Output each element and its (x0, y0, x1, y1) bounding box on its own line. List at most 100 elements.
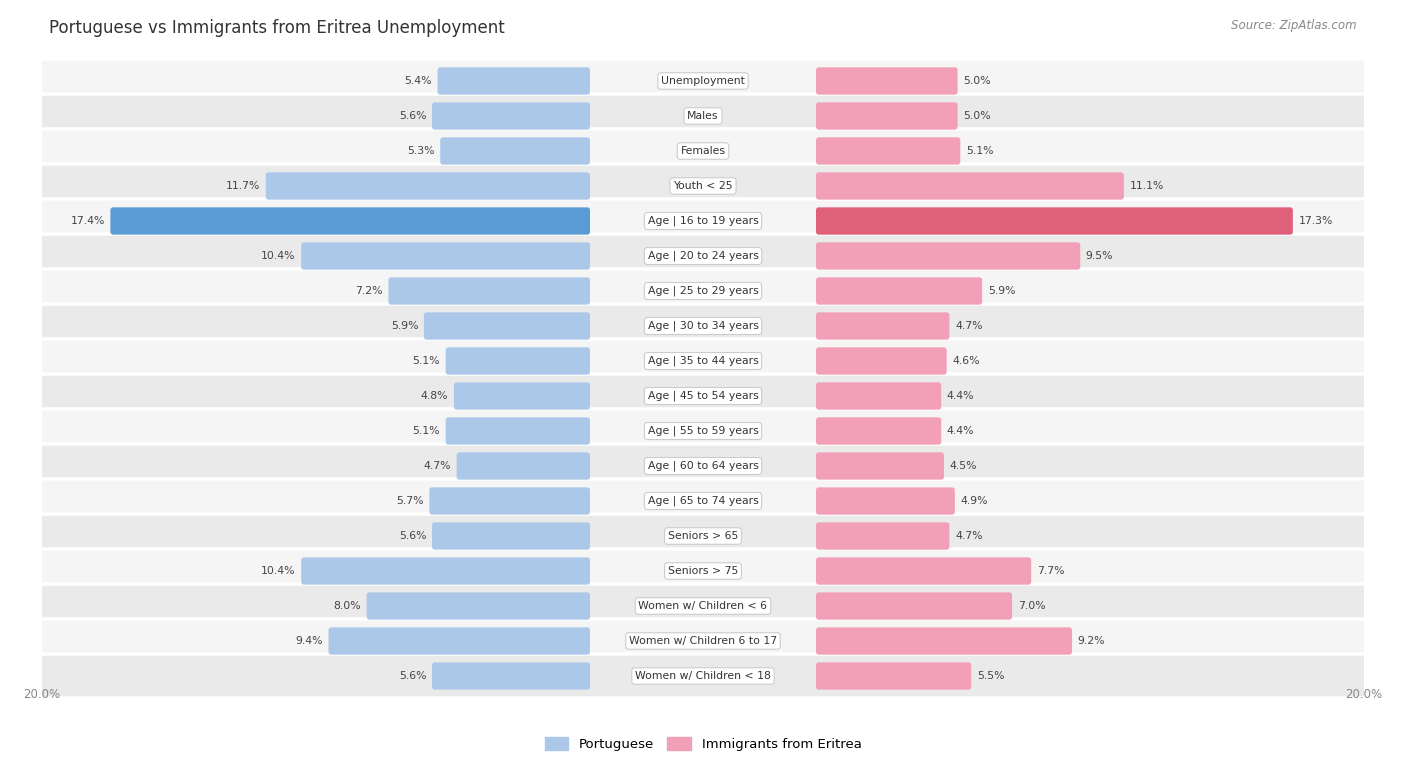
Text: 5.5%: 5.5% (977, 671, 1004, 681)
FancyBboxPatch shape (39, 619, 1367, 663)
Text: 9.4%: 9.4% (295, 636, 323, 646)
Text: 5.7%: 5.7% (396, 496, 423, 506)
Legend: Portuguese, Immigrants from Eritrea: Portuguese, Immigrants from Eritrea (540, 731, 866, 756)
Text: Portuguese vs Immigrants from Eritrea Unemployment: Portuguese vs Immigrants from Eritrea Un… (49, 19, 505, 37)
FancyBboxPatch shape (39, 164, 1367, 208)
Text: Women w/ Children < 6: Women w/ Children < 6 (638, 601, 768, 611)
Text: Females: Females (681, 146, 725, 156)
FancyBboxPatch shape (39, 514, 1367, 558)
FancyBboxPatch shape (815, 417, 941, 444)
FancyBboxPatch shape (39, 199, 1367, 243)
Text: 7.2%: 7.2% (356, 286, 382, 296)
FancyBboxPatch shape (111, 207, 591, 235)
FancyBboxPatch shape (815, 313, 949, 340)
FancyBboxPatch shape (39, 374, 1367, 418)
Text: Unemployment: Unemployment (661, 76, 745, 86)
Text: 5.4%: 5.4% (405, 76, 432, 86)
Text: 10.4%: 10.4% (262, 566, 295, 576)
Text: Youth < 25: Youth < 25 (673, 181, 733, 191)
FancyBboxPatch shape (39, 654, 1367, 698)
Text: Age | 55 to 59 years: Age | 55 to 59 years (648, 425, 758, 436)
Text: 7.7%: 7.7% (1036, 566, 1064, 576)
FancyBboxPatch shape (39, 129, 1367, 173)
FancyBboxPatch shape (39, 304, 1367, 348)
Text: 5.9%: 5.9% (988, 286, 1015, 296)
Text: 4.7%: 4.7% (955, 531, 983, 541)
Text: 4.7%: 4.7% (423, 461, 451, 471)
Text: Age | 35 to 44 years: Age | 35 to 44 years (648, 356, 758, 366)
Text: 8.0%: 8.0% (333, 601, 361, 611)
FancyBboxPatch shape (815, 173, 1123, 200)
Text: 4.5%: 4.5% (949, 461, 977, 471)
Text: Age | 60 to 64 years: Age | 60 to 64 years (648, 461, 758, 472)
Text: Age | 65 to 74 years: Age | 65 to 74 years (648, 496, 758, 506)
FancyBboxPatch shape (815, 67, 957, 95)
FancyBboxPatch shape (815, 593, 1012, 620)
Text: 9.2%: 9.2% (1077, 636, 1105, 646)
FancyBboxPatch shape (39, 549, 1367, 593)
FancyBboxPatch shape (301, 557, 591, 584)
FancyBboxPatch shape (301, 242, 591, 269)
Text: Males: Males (688, 111, 718, 121)
FancyBboxPatch shape (429, 488, 591, 515)
FancyBboxPatch shape (815, 628, 1071, 655)
FancyBboxPatch shape (388, 277, 591, 304)
FancyBboxPatch shape (39, 479, 1367, 523)
Text: 17.3%: 17.3% (1299, 216, 1333, 226)
FancyBboxPatch shape (39, 94, 1367, 138)
Text: 4.6%: 4.6% (952, 356, 980, 366)
FancyBboxPatch shape (815, 242, 1080, 269)
Text: 5.1%: 5.1% (412, 426, 440, 436)
FancyBboxPatch shape (815, 277, 983, 304)
FancyBboxPatch shape (432, 522, 591, 550)
FancyBboxPatch shape (367, 593, 591, 620)
FancyBboxPatch shape (815, 137, 960, 164)
FancyBboxPatch shape (432, 102, 591, 129)
Text: 5.6%: 5.6% (399, 531, 426, 541)
FancyBboxPatch shape (815, 347, 946, 375)
Text: Age | 25 to 29 years: Age | 25 to 29 years (648, 285, 758, 296)
FancyBboxPatch shape (39, 234, 1367, 278)
Text: 20.0%: 20.0% (1346, 688, 1382, 701)
FancyBboxPatch shape (815, 522, 949, 550)
Text: Seniors > 65: Seniors > 65 (668, 531, 738, 541)
Text: 11.1%: 11.1% (1129, 181, 1164, 191)
Text: 5.6%: 5.6% (399, 671, 426, 681)
Text: 5.0%: 5.0% (963, 111, 991, 121)
FancyBboxPatch shape (39, 59, 1367, 103)
Text: 7.0%: 7.0% (1018, 601, 1045, 611)
Text: Source: ZipAtlas.com: Source: ZipAtlas.com (1232, 19, 1357, 32)
FancyBboxPatch shape (815, 453, 943, 480)
FancyBboxPatch shape (446, 417, 591, 444)
Text: 11.7%: 11.7% (226, 181, 260, 191)
Text: 20.0%: 20.0% (24, 688, 60, 701)
FancyBboxPatch shape (39, 269, 1367, 313)
Text: Women w/ Children 6 to 17: Women w/ Children 6 to 17 (628, 636, 778, 646)
FancyBboxPatch shape (39, 584, 1367, 628)
FancyBboxPatch shape (432, 662, 591, 690)
FancyBboxPatch shape (815, 488, 955, 515)
FancyBboxPatch shape (329, 628, 591, 655)
FancyBboxPatch shape (815, 662, 972, 690)
Text: Age | 45 to 54 years: Age | 45 to 54 years (648, 391, 758, 401)
Text: 4.9%: 4.9% (960, 496, 988, 506)
Text: 17.4%: 17.4% (70, 216, 105, 226)
FancyBboxPatch shape (437, 67, 591, 95)
FancyBboxPatch shape (446, 347, 591, 375)
Text: 5.0%: 5.0% (963, 76, 991, 86)
Text: Seniors > 75: Seniors > 75 (668, 566, 738, 576)
Text: Age | 30 to 34 years: Age | 30 to 34 years (648, 321, 758, 332)
Text: 5.1%: 5.1% (412, 356, 440, 366)
Text: 5.6%: 5.6% (399, 111, 426, 121)
FancyBboxPatch shape (39, 444, 1367, 488)
FancyBboxPatch shape (815, 207, 1294, 235)
Text: 4.8%: 4.8% (420, 391, 449, 401)
FancyBboxPatch shape (815, 102, 957, 129)
Text: 9.5%: 9.5% (1085, 251, 1114, 261)
Text: Women w/ Children < 18: Women w/ Children < 18 (636, 671, 770, 681)
FancyBboxPatch shape (266, 173, 591, 200)
FancyBboxPatch shape (440, 137, 591, 164)
Text: Age | 20 to 24 years: Age | 20 to 24 years (648, 251, 758, 261)
Text: Age | 16 to 19 years: Age | 16 to 19 years (648, 216, 758, 226)
FancyBboxPatch shape (457, 453, 591, 480)
